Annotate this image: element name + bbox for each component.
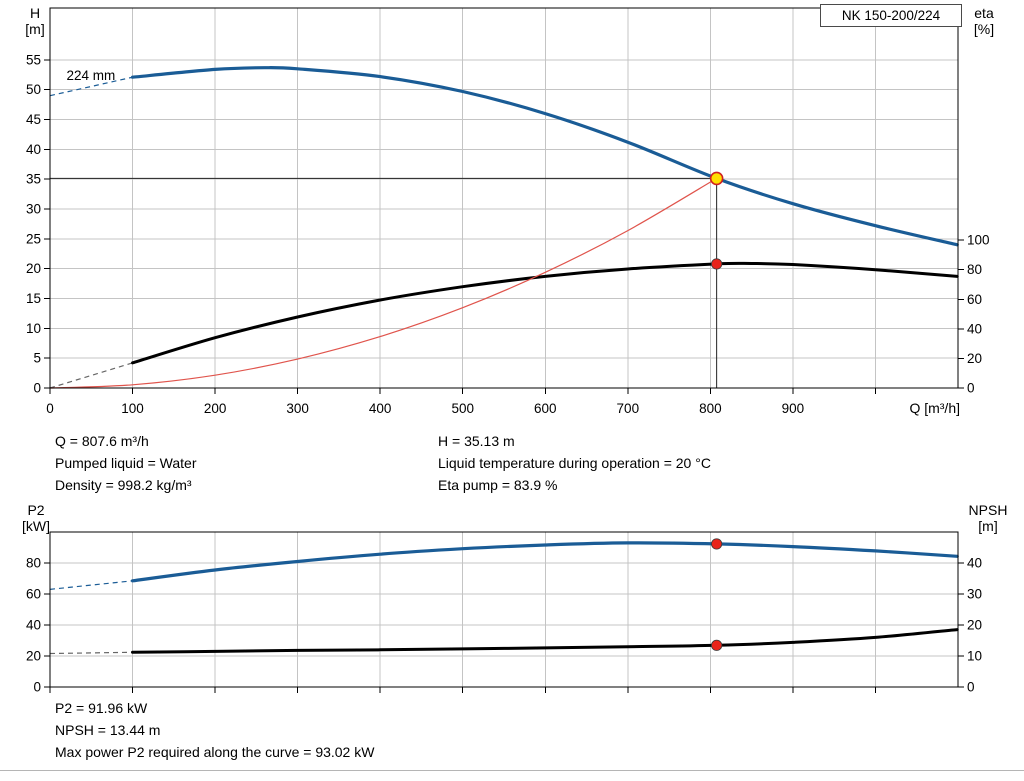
pump-model-box: NK 150-200/224 [820,4,962,27]
duty-info-left: Q = 807.6 m³/h Pumped liquid = Water Den… [55,430,197,496]
power-info: P2 = 91.96 kW NPSH = 13.44 m Max power P… [55,697,374,763]
y-left-tick-label: 35 [26,172,41,187]
y-right-axis-title: [m] [978,518,997,534]
x-tick-label: 700 [617,401,640,416]
duty-point-npsh [711,639,723,651]
y-left-tick-label: 20 [26,261,41,276]
duty-point-head [709,171,724,186]
info-density: Density = 998.2 kg/m³ [55,477,192,493]
y-right-tick-label: 0 [967,680,975,695]
y-right-tick-label: 80 [967,262,982,277]
y-left-tick-label: 40 [26,618,41,633]
x-tick-label: 100 [121,401,144,416]
npsh-curve-lead [49,651,133,655]
y-left-tick-label: 50 [26,82,41,97]
y-left-tick-label: 0 [33,381,41,396]
info-p2: P2 = 91.96 kW [55,700,148,716]
y-right-axis-title: NPSH [969,502,1008,518]
system-curve [49,177,718,389]
y-left-tick-label: 80 [26,556,41,571]
y-left-tick-label: 60 [26,587,41,602]
y-left-axis-title: [kW] [22,518,50,534]
y-left-tick-label: 0 [33,680,41,695]
duty-info-right: H = 35.13 m Liquid temperature during op… [438,430,711,496]
info-head: H = 35.13 m [438,433,515,449]
y-left-tick-label: 5 [33,351,41,366]
y-left-axis-title: [m] [25,21,44,37]
y-right-axis-title: eta [974,5,994,21]
x-tick-label: 0 [46,401,54,416]
head-curve-224mm [130,66,959,247]
p2-npsh-chart: 0 20 40 60 80 0 10 20 30 40 P2[kW] NPSH[m] [22,502,1007,695]
npsh-curve [131,628,959,654]
duty-point-eta [711,258,723,270]
x-tick-label: 800 [699,401,722,416]
y-right-tick-label: 0 [967,381,975,396]
x-tick-label: 500 [451,401,474,416]
x-axis-label: Q [m³/h] [909,400,960,416]
qh-efficiency-chart: 0 5 10 15 20 25 30 35 40 45 50 55 0 20 40 60 80 100 0 100 20… [25,5,994,416]
info-flow: Q = 807.6 m³/h [55,433,149,449]
footer-divider [0,770,1024,771]
y-right-tick-label: 20 [967,351,982,366]
y-left-tick-label: 25 [26,231,41,246]
y-left-tick-label: 55 [26,52,41,67]
y-right-tick-label: 10 [967,649,982,664]
x-tick-label: 900 [782,401,805,416]
x-tick-label: 400 [369,401,392,416]
p2-curve-lead [49,580,133,590]
x-tick-label: 200 [204,401,227,416]
info-pumped-liquid: Pumped liquid = Water [55,455,197,471]
y-right-tick-label: 40 [967,556,982,571]
duty-point-p2 [711,538,723,550]
x-tick-label: 600 [534,401,557,416]
y-left-tick-label: 20 [26,649,41,664]
y-left-tick-label: 40 [26,142,41,157]
y-right-tick-label: 40 [967,321,982,336]
plot-frame [49,531,959,688]
y-left-axis-title: H [30,5,40,21]
x-tick-label: 300 [286,401,309,416]
plot-frame [49,7,959,389]
y-left-axis-title: P2 [27,502,44,518]
info-npsh: NPSH = 13.44 m [55,722,161,738]
pump-model-label: NK 150-200/224 [841,8,941,23]
y-left-tick-label: 45 [26,112,41,127]
p2-curve [130,541,959,583]
y-left-tick-label: 15 [26,291,41,306]
y-left-tick-label: 10 [26,321,41,336]
efficiency-curve-lead [49,362,133,389]
y-right-tick-label: 20 [967,618,982,633]
info-liquid-temperature: Liquid temperature during operation = 20… [438,455,711,471]
impeller-diameter-label: 224 mm [67,68,116,83]
y-left-tick-label: 30 [26,202,41,217]
y-right-tick-label: 60 [967,292,982,307]
y-right-tick-label: 30 [967,587,982,602]
efficiency-curve [131,261,959,365]
info-eta-pump: Eta pump = 83.9 % [438,477,558,493]
info-max-power: Max power P2 required along the curve = … [55,744,375,760]
y-right-tick-label: 100 [967,233,990,248]
y-right-axis-title: [%] [974,21,994,37]
